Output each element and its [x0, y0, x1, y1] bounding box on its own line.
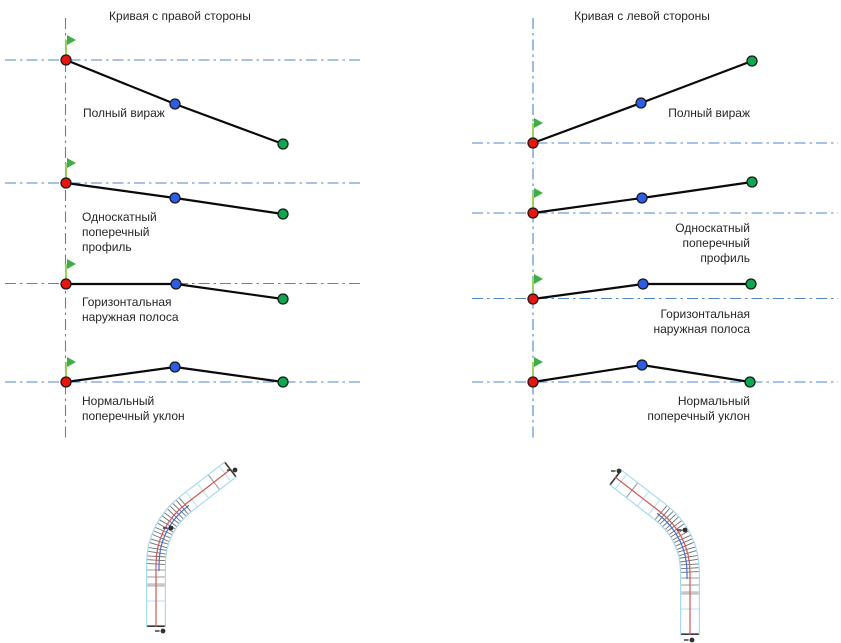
label-normal-cross-slope-left: Нормальный поперечный уклон [647, 394, 750, 423]
control-point-green [277, 138, 289, 150]
station-marker [616, 468, 622, 474]
flag-icon [67, 357, 76, 367]
control-point-red [60, 376, 72, 388]
flag-icon [67, 259, 76, 269]
label-full-superelevation-left: Полный вираж [668, 106, 750, 120]
control-point-red [527, 207, 539, 219]
control-point-green [745, 278, 757, 290]
label-single-slope-left: Односкатный поперечный профиль [675, 221, 750, 265]
control-point-red [60, 278, 72, 290]
road-centerline [155, 468, 232, 627]
label-single-slope-right: Односкатный поперечный профиль [82, 210, 157, 254]
label-horizontal-outer-lane-right: Горизонтальная наружная полоса [82, 295, 179, 324]
panel-title-right-curve: Кривая с правой стороны [109, 9, 251, 23]
control-point-green [746, 55, 758, 67]
control-point-blue [635, 97, 647, 109]
flag-icon [67, 158, 76, 168]
control-point-blue [637, 278, 649, 290]
control-point-blue [169, 192, 181, 204]
control-point-red [527, 293, 539, 305]
control-point-blue [636, 359, 648, 371]
road-centerline [614, 476, 691, 635]
station-marker [168, 525, 174, 531]
flag-icon [534, 118, 543, 128]
control-point-blue [169, 361, 181, 373]
label-full-superelevation-right: Полный вираж [83, 106, 165, 120]
control-point-red [60, 54, 72, 66]
road-transition-line [158, 504, 190, 571]
control-point-blue [170, 278, 182, 290]
station-marker [160, 628, 166, 634]
control-point-blue [636, 192, 648, 204]
flag-icon [534, 357, 543, 367]
control-point-green [277, 208, 289, 220]
flag-icon [534, 188, 543, 198]
flag-icon [67, 35, 76, 45]
control-point-red [527, 137, 539, 149]
control-point-green [744, 376, 756, 388]
label-horizontal-outer-lane-left: Горизонтальная наружная полоса [653, 307, 750, 336]
control-point-red [527, 376, 539, 388]
station-marker [232, 467, 238, 473]
road-transition-line [656, 512, 688, 579]
control-point-green [277, 293, 289, 305]
panel-title-left-curve: Кривая с левой стороны [574, 9, 710, 23]
flag-icon [534, 274, 543, 284]
control-point-green [277, 376, 289, 388]
control-point-blue [169, 98, 181, 110]
label-normal-cross-slope-right: Нормальный поперечный уклон [82, 394, 185, 423]
station-marker [689, 637, 695, 643]
control-point-green [746, 176, 758, 188]
control-point-red [60, 177, 72, 189]
station-marker [682, 527, 688, 533]
